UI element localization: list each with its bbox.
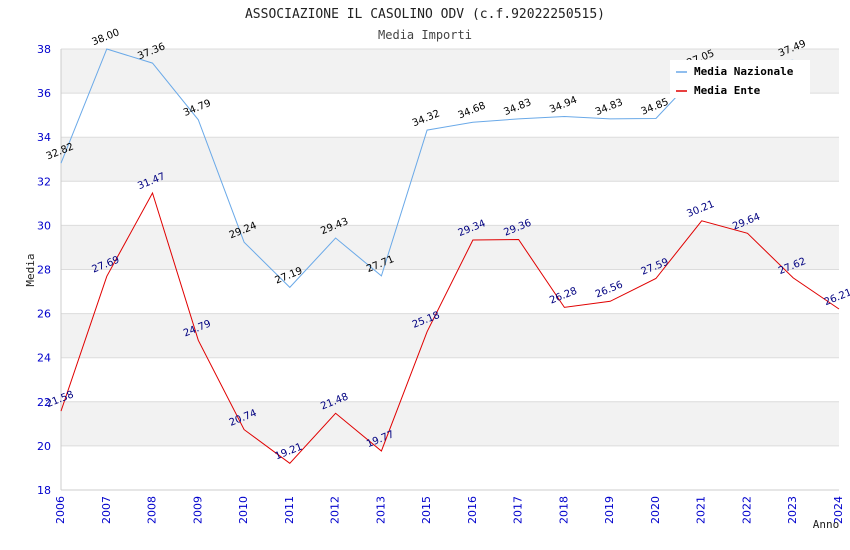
background-band <box>61 313 839 358</box>
background-band <box>61 137 839 182</box>
y-tick-labels: 18 20 22 24 26 28 30 32 34 36 38 <box>37 43 51 497</box>
series-line <box>60 48 794 289</box>
y-tick-label: 34 <box>37 131 51 144</box>
legend-label-media-ente: Media Ente <box>694 84 761 97</box>
y-tick-label: 22 <box>37 396 51 409</box>
x-tick-label: 2024 <box>832 496 845 524</box>
background-bands <box>61 49 839 490</box>
background-band <box>61 445 839 490</box>
y-tick-label: 24 <box>37 352 51 365</box>
x-tick-label: 2021 <box>695 496 708 524</box>
y-tick-label: 28 <box>37 264 51 277</box>
x-tick-label: 2012 <box>329 496 342 524</box>
y-tick-label: 26 <box>37 308 51 321</box>
background-band <box>61 225 839 270</box>
x-axis-label: Anno <box>813 518 840 531</box>
x-tick-label: 2023 <box>786 496 799 524</box>
x-tick-label: 2006 <box>54 496 67 524</box>
y-tick-label: 32 <box>37 175 51 188</box>
x-tick-label: 2015 <box>420 496 433 524</box>
y-tick-label: 38 <box>37 43 51 56</box>
y-tick-label: 18 <box>37 484 51 497</box>
x-tick-label: 2007 <box>100 496 113 524</box>
series-line <box>60 191 840 464</box>
x-tick-label: 2017 <box>512 496 525 524</box>
legend-box <box>670 60 810 98</box>
x-tick-labels: 2006 2007 2008 2009 2010 2011 2012 2013 2015 2016… <box>54 496 845 524</box>
chart-title: ASSOCIAZIONE IL CASOLINO ODV (c.f.920222… <box>245 7 605 22</box>
series-lines <box>60 48 840 464</box>
x-tick-label: 2022 <box>740 496 753 524</box>
y-tick-label: 20 <box>37 440 51 453</box>
chart-subtitle: Media Importi <box>378 28 472 42</box>
background-band <box>61 93 839 138</box>
background-band <box>61 269 839 314</box>
x-tick-label: 2010 <box>237 496 250 524</box>
x-tick-label: 2008 <box>146 496 159 524</box>
x-tick-label: 2016 <box>466 496 479 524</box>
y-axis-label: Media <box>24 253 37 286</box>
y-tick-label: 36 <box>37 87 51 100</box>
legend: Media Nazionale Media Ente <box>670 60 810 98</box>
data-label: 38.00 <box>90 27 121 48</box>
axes <box>60 49 839 491</box>
x-tick-label: 2011 <box>283 496 296 524</box>
x-tick-label: 2013 <box>374 496 387 524</box>
y-tick-label: 30 <box>37 219 51 232</box>
x-tick-label: 2009 <box>191 496 204 524</box>
x-tick-label: 2020 <box>649 496 662 524</box>
background-band <box>61 401 839 446</box>
x-tick-label: 2018 <box>557 496 570 524</box>
background-band <box>61 357 839 402</box>
legend-label-media-nazionale: Media Nazionale <box>694 65 794 78</box>
x-tick-label: 2019 <box>603 496 616 524</box>
background-band <box>61 181 839 226</box>
